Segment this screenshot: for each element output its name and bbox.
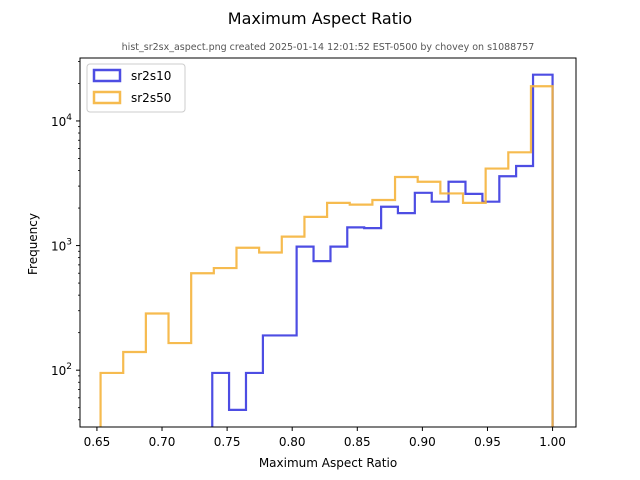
legend-swatch-sr2s10 xyxy=(92,68,122,83)
series-sr2s50 xyxy=(99,85,554,427)
y-axis-label: Frequency xyxy=(26,213,40,275)
legend-box xyxy=(86,63,186,113)
x-tick-label: 0.75 xyxy=(214,435,241,449)
x-tick-label: 1.00 xyxy=(539,435,566,449)
y-axis-ticks: 102 103 104 xyxy=(51,61,80,421)
legend-label-sr2s50: sr2s50 xyxy=(131,91,171,105)
chart-subtitle: hist_sr2sx_aspect.png created 2025-01-14… xyxy=(122,42,535,53)
x-tick-label: 0.85 xyxy=(344,435,371,449)
x-tick-label: 0.65 xyxy=(84,435,111,449)
chart-title: Maximum Aspect Ratio xyxy=(228,9,412,28)
x-tick-label: 0.95 xyxy=(474,435,501,449)
x-tick-label: 0.80 xyxy=(279,435,306,449)
y-tick-label: 103 xyxy=(51,238,72,254)
x-tick-label: 0.70 xyxy=(149,435,176,449)
x-axis-label: Maximum Aspect Ratio xyxy=(259,456,397,470)
series-layer xyxy=(99,73,554,427)
legend-swatch-sr2s50 xyxy=(92,90,122,105)
legend: sr2s10 sr2s50 xyxy=(86,63,186,113)
y-tick-label: 102 xyxy=(51,362,72,378)
y-tick-label: 104 xyxy=(51,113,72,129)
plot-frame xyxy=(79,57,577,428)
x-axis-ticks: 0.65 0.70 0.75 0.80 0.85 0.90 0.95 1.00 xyxy=(84,427,566,449)
series-sr2s10 xyxy=(211,73,554,427)
legend-label-sr2s10: sr2s10 xyxy=(131,69,171,83)
x-tick-label: 0.90 xyxy=(409,435,436,449)
